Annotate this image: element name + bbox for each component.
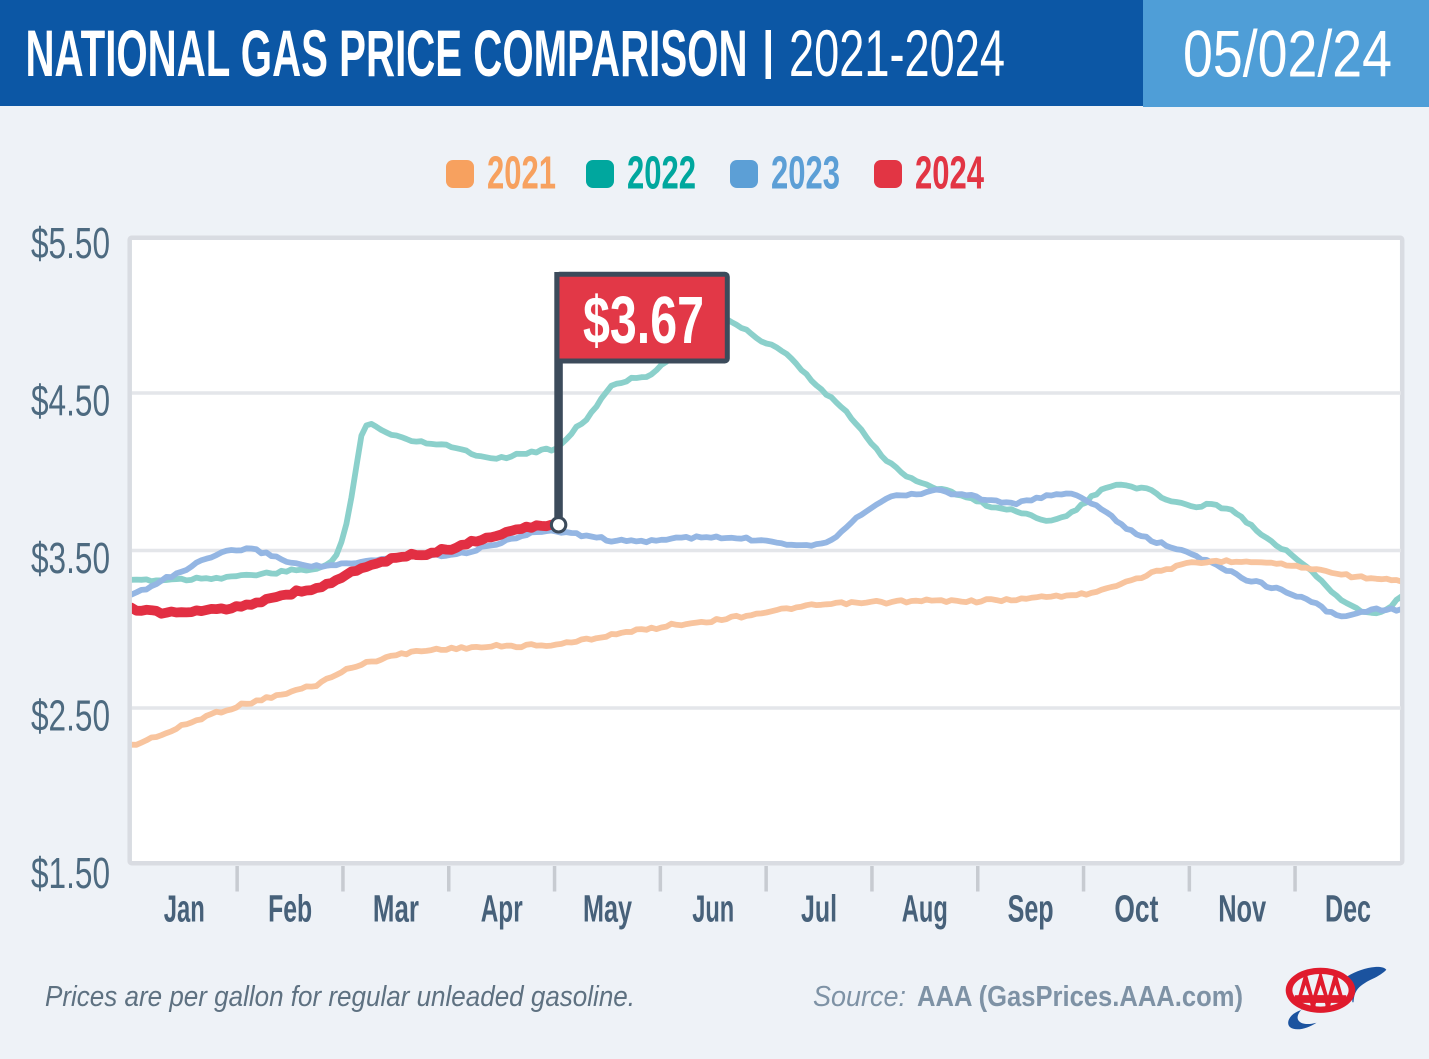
svg-text:Feb: Feb (268, 889, 312, 931)
svg-text:Nov: Nov (1218, 889, 1266, 931)
svg-text:2022: 2022 (627, 147, 696, 199)
svg-text:NATIONAL GAS PRICE COMPARISON: NATIONAL GAS PRICE COMPARISON (26, 16, 748, 90)
svg-text:Aug: Aug (902, 889, 948, 931)
svg-text:2021-2024: 2021-2024 (789, 16, 1005, 90)
svg-text:2024: 2024 (915, 147, 984, 199)
svg-text:Jan: Jan (164, 889, 205, 931)
svg-text:Oct: Oct (1114, 889, 1158, 931)
svg-text:05/02/24: 05/02/24 (1183, 17, 1392, 91)
svg-text:Jul: Jul (801, 889, 837, 931)
svg-text:Source:: Source: (813, 981, 906, 1013)
svg-text:$3.50: $3.50 (31, 534, 110, 583)
svg-text:Prices are per gallon for regu: Prices are per gallon for regular unlead… (45, 981, 635, 1013)
svg-text:Sep: Sep (1008, 889, 1054, 931)
svg-text:$2.50: $2.50 (31, 691, 110, 740)
svg-text:Dec: Dec (1325, 889, 1371, 931)
svg-text:$5.50: $5.50 (31, 219, 110, 268)
svg-text:$3.67: $3.67 (583, 283, 704, 358)
svg-text:Mar: Mar (373, 889, 419, 931)
svg-text:Apr: Apr (481, 889, 523, 931)
svg-text:AAA (GasPrices.AAA.com): AAA (GasPrices.AAA.com) (917, 981, 1243, 1013)
svg-text:$1.50: $1.50 (31, 849, 110, 898)
svg-text:Jun: Jun (692, 889, 734, 931)
svg-text:2021: 2021 (487, 147, 556, 199)
svg-text:$4.50: $4.50 (31, 376, 110, 425)
svg-text:May: May (583, 889, 632, 931)
svg-text:2023: 2023 (771, 147, 840, 199)
